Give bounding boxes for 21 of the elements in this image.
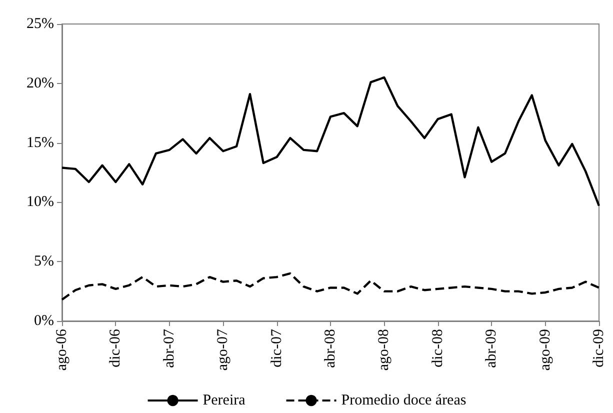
x-tick-label: dic-08 <box>430 329 446 368</box>
x-tick-label: abr-07 <box>161 328 178 368</box>
y-tick-label: 15% <box>26 134 54 151</box>
x-tick-label: ago-09 <box>537 329 554 371</box>
x-tick-label: ago-08 <box>376 329 392 371</box>
y-tick-label: 20% <box>26 75 54 92</box>
legend-label: Promedio doce áreas <box>341 392 466 408</box>
line-series <box>60 272 600 301</box>
x-tick-label: dic-09 <box>591 329 607 368</box>
legend-label: Pereira <box>202 392 246 408</box>
line-series <box>60 76 600 207</box>
y-tick-label: 10% <box>26 194 54 210</box>
y-tick-label: 5% <box>34 254 54 270</box>
x-tick-label: abr-09 <box>484 329 500 368</box>
y-tick-label: 0% <box>34 313 54 329</box>
y-tick-label: 25% <box>26 16 54 32</box>
x-tick-label: ago-07 <box>215 328 232 371</box>
x-tick-label: abr-08 <box>322 329 338 368</box>
x-tick-label: dic-07 <box>268 328 285 368</box>
x-tick-label: dic-06 <box>108 328 124 368</box>
x-tick-label: ago-06 <box>54 328 70 371</box>
